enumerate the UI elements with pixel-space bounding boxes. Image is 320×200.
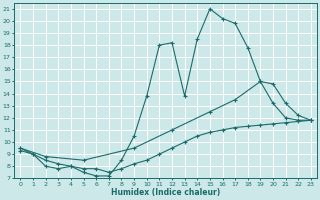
X-axis label: Humidex (Indice chaleur): Humidex (Indice chaleur) [111,188,220,197]
